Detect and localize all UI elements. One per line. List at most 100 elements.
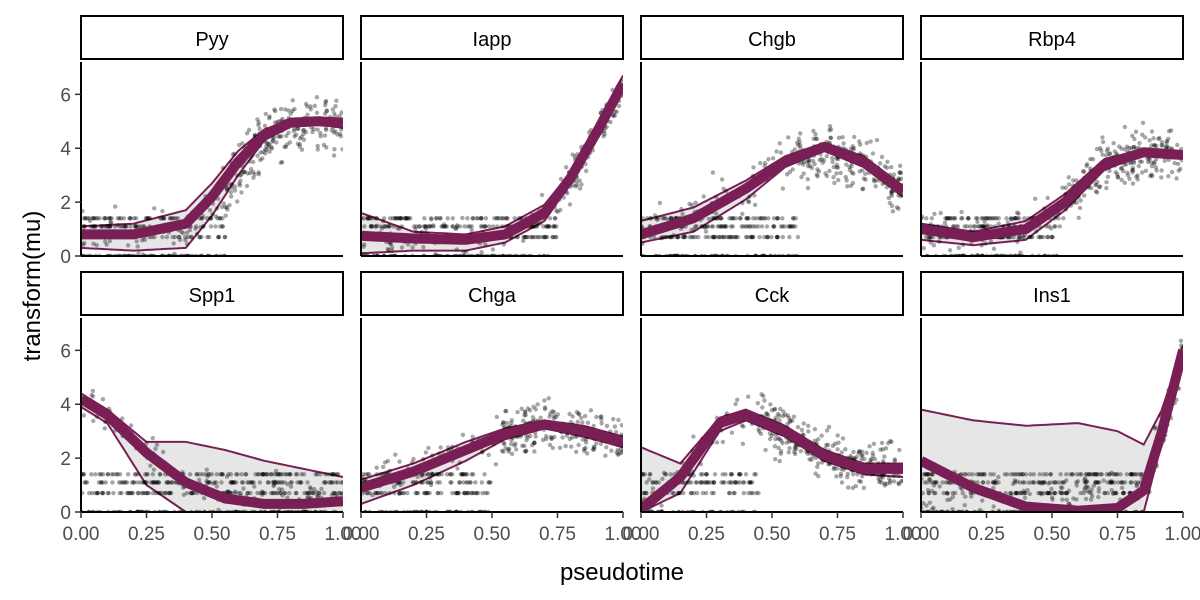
data-point [107, 239, 113, 244]
data-point [454, 247, 459, 252]
data-point [163, 490, 168, 496]
data-point [1122, 180, 1128, 185]
data-point [199, 234, 204, 240]
data-point [284, 142, 290, 147]
data-point [553, 234, 558, 240]
data-point [714, 211, 719, 216]
data-point [1125, 173, 1131, 178]
data-point [428, 480, 434, 485]
data-point [335, 472, 341, 477]
data-point [142, 480, 148, 485]
data-point [832, 180, 837, 186]
data-point [503, 408, 509, 414]
data-point [199, 216, 204, 221]
data-point [863, 177, 868, 182]
data-point [216, 234, 221, 240]
data-point [737, 472, 742, 477]
data-point [296, 126, 301, 131]
data-point [889, 165, 894, 170]
data-point [499, 448, 505, 453]
data-point [867, 444, 872, 449]
facet-title: Pyy [195, 29, 228, 51]
data-point [792, 147, 797, 152]
data-point [212, 480, 217, 485]
data-point [303, 129, 309, 135]
data-point [1095, 472, 1100, 477]
data-point [1012, 216, 1017, 221]
data-point [581, 446, 587, 452]
data-point [272, 107, 277, 112]
data-point [1118, 166, 1124, 171]
data-point [184, 241, 190, 246]
data-point [1176, 168, 1181, 173]
x-tick-label: 0.25 [688, 524, 725, 545]
data-point [245, 490, 251, 496]
data-point [1002, 472, 1008, 477]
data-point [819, 433, 824, 438]
data-point [365, 472, 370, 477]
data-point [835, 165, 841, 170]
data-point [897, 170, 903, 175]
data-point [431, 224, 436, 229]
data-point [395, 226, 400, 231]
data-point [983, 241, 988, 246]
data-point [834, 171, 839, 176]
data-point [253, 472, 258, 477]
data-point [374, 465, 379, 470]
data-point [1059, 480, 1064, 485]
data-point [660, 235, 665, 241]
y-tick-label: 2 [60, 449, 71, 470]
data-point [1159, 139, 1165, 145]
data-point [1088, 156, 1093, 162]
data-point [256, 170, 261, 175]
data-point [249, 480, 254, 485]
data-point [924, 503, 929, 508]
data-point [434, 472, 439, 477]
data-point [157, 490, 162, 496]
data-point [144, 480, 150, 485]
data-point [834, 466, 839, 471]
data-point [210, 212, 215, 217]
data-point [315, 143, 320, 149]
data-point [237, 183, 243, 188]
data-point [784, 440, 790, 445]
data-point [194, 231, 200, 237]
y-tick-label: 4 [60, 139, 71, 160]
data-point [319, 486, 324, 492]
data-point [385, 458, 391, 464]
data-point [133, 224, 138, 229]
data-point [576, 442, 581, 448]
data-point [813, 136, 819, 141]
data-point [247, 159, 252, 164]
data-point [173, 216, 179, 221]
data-point [417, 224, 423, 229]
data-point [1154, 168, 1159, 173]
data-point [1074, 480, 1079, 485]
data-point [318, 130, 323, 136]
data-point [744, 216, 749, 221]
data-point [143, 472, 148, 477]
data-point [573, 434, 578, 439]
data-point [422, 490, 428, 496]
data-point [614, 109, 619, 114]
data-point [509, 420, 514, 426]
data-point [201, 214, 206, 219]
data-point [735, 234, 741, 240]
data-point [986, 216, 991, 221]
data-point [838, 471, 844, 476]
data-point [839, 450, 844, 455]
data-point [1084, 163, 1089, 169]
data-point [592, 445, 597, 450]
data-point [1121, 168, 1126, 174]
data-point [816, 474, 821, 479]
data-point [879, 480, 884, 485]
data-point [658, 235, 663, 241]
data-point [1133, 129, 1139, 134]
data-point [83, 480, 88, 485]
x-tick-label: 1.00 [885, 524, 922, 545]
data-point [463, 472, 468, 477]
data-point [167, 490, 173, 496]
data-point [772, 407, 777, 412]
data-point [113, 204, 118, 209]
